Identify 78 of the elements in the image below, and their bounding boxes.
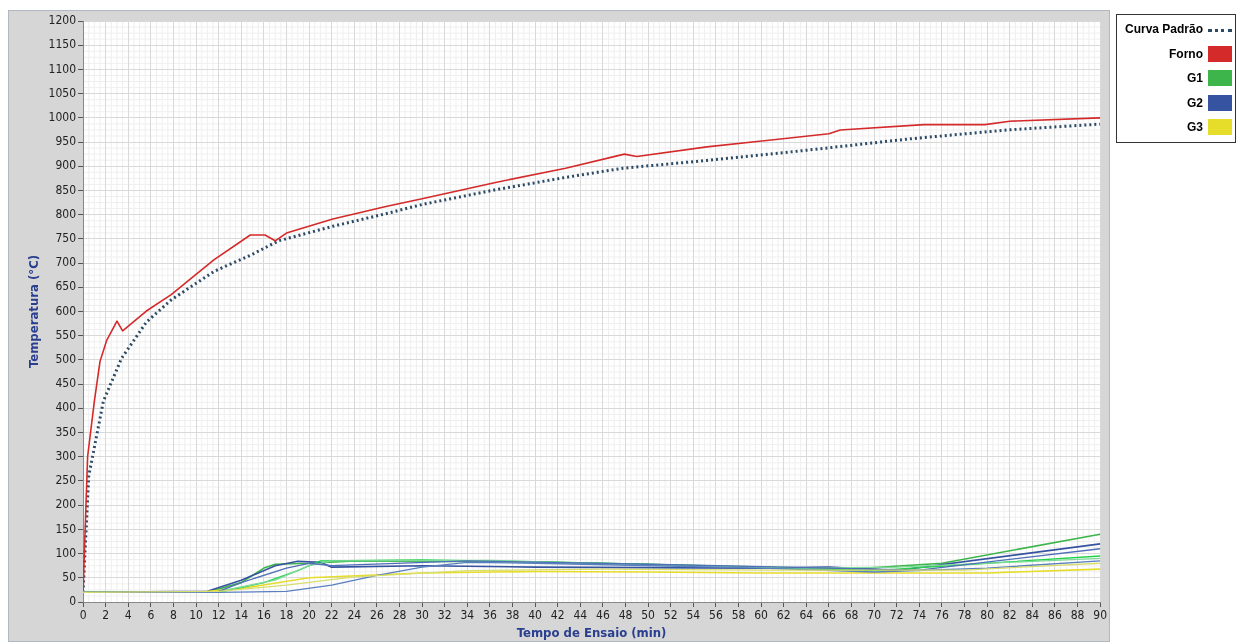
x-tick-label: 74 — [912, 608, 927, 623]
x-tick-label: 50 — [641, 608, 656, 623]
y-tick-label: 450 — [55, 376, 77, 391]
x-tick-label: 52 — [663, 608, 678, 623]
y-tick-label: 400 — [55, 400, 77, 415]
x-tick-label: 72 — [889, 608, 904, 623]
y-tick-label: 100 — [55, 545, 77, 560]
x-tick-label: 60 — [754, 608, 769, 623]
y-tick-label: 200 — [55, 497, 77, 512]
x-tick-label: 32 — [437, 608, 452, 623]
y-tick-label: 600 — [55, 303, 77, 318]
y-tick-label: 900 — [55, 158, 77, 173]
x-tick-label: 70 — [867, 608, 882, 623]
x-tick-label: 44 — [573, 608, 588, 623]
y-tick-label: 250 — [55, 473, 77, 488]
x-tick-label: 4 — [124, 608, 132, 623]
x-tick-label: 58 — [731, 608, 746, 623]
y-tick-label: 350 — [55, 424, 77, 439]
x-tick-label: 38 — [505, 608, 520, 623]
x-tick-label: 64 — [799, 608, 814, 623]
y-tick-label: 700 — [55, 255, 77, 270]
x-tick-label: 84 — [1025, 608, 1040, 623]
x-tick-label: 80 — [980, 608, 995, 623]
x-tick-label: 22 — [324, 608, 339, 623]
y-tick-label: 150 — [55, 521, 77, 536]
y-tick-label: 800 — [55, 206, 77, 221]
y-tick-label: 1050 — [48, 85, 77, 100]
x-tick-label: 56 — [709, 608, 723, 623]
x-tick-label: 16 — [257, 608, 271, 623]
x-tick-label: 28 — [392, 608, 407, 623]
legend-label: G3 — [1186, 120, 1203, 135]
y-tick-label: 550 — [55, 327, 77, 342]
x-tick-label: 26 — [370, 608, 384, 623]
y-tick-label: 0 — [69, 594, 77, 609]
x-tick-label: 24 — [347, 608, 362, 623]
x-tick-label: 36 — [483, 608, 497, 623]
x-tick-label: 90 — [1093, 608, 1108, 623]
x-tick-label: 62 — [776, 608, 791, 623]
x-tick-label: 14 — [234, 608, 249, 623]
x-tick-label: 66 — [822, 608, 836, 623]
x-tick-label: 46 — [596, 608, 610, 623]
y-tick-label: 1100 — [48, 61, 77, 76]
x-tick-label: 18 — [279, 608, 294, 623]
x-axis-title: Tempo de Ensaio (min) — [516, 624, 667, 640]
x-tick-label: 10 — [189, 608, 204, 623]
legend-label: Forno — [1169, 46, 1203, 61]
x-tick-label: 82 — [1002, 608, 1017, 623]
y-axis-title: Temperatura (°C) — [26, 254, 42, 369]
y-tick-label: 1200 — [48, 13, 77, 28]
x-tick-label: 30 — [415, 608, 430, 623]
x-tick-label: 86 — [1048, 608, 1062, 623]
y-tick-label: 950 — [55, 134, 77, 149]
legend-label: G1 — [1186, 71, 1203, 86]
x-tick-label: 68 — [844, 608, 859, 623]
legend-label: Curva Padrão — [1124, 22, 1203, 37]
y-tick-label: 500 — [55, 352, 77, 367]
y-tick-label: 1150 — [48, 37, 77, 52]
x-tick-label: 34 — [460, 608, 475, 623]
y-tick-label: 300 — [55, 448, 77, 463]
x-tick-label: 88 — [1070, 608, 1085, 623]
x-tick-label: 12 — [211, 608, 226, 623]
y-tick-label: 750 — [55, 231, 77, 245]
x-tick-label: 2 — [102, 608, 110, 623]
x-tick-label: 20 — [302, 608, 317, 623]
x-tick-label: 6 — [147, 608, 155, 623]
x-tick-label: 42 — [550, 608, 565, 623]
x-tick-label: 40 — [528, 608, 543, 623]
x-tick-label: 54 — [686, 608, 701, 623]
x-tick-label: 0 — [79, 608, 87, 623]
y-tick-label: 1000 — [48, 109, 77, 124]
y-tick-label: 850 — [55, 182, 77, 197]
y-tick-label: 650 — [55, 279, 77, 294]
x-tick-label: 76 — [935, 608, 949, 623]
x-tick-label: 8 — [170, 608, 178, 623]
x-tick-label: 48 — [618, 608, 633, 623]
y-tick-label: 50 — [62, 569, 77, 584]
x-tick-label: 78 — [957, 608, 972, 623]
legend-label: G2 — [1186, 95, 1203, 110]
